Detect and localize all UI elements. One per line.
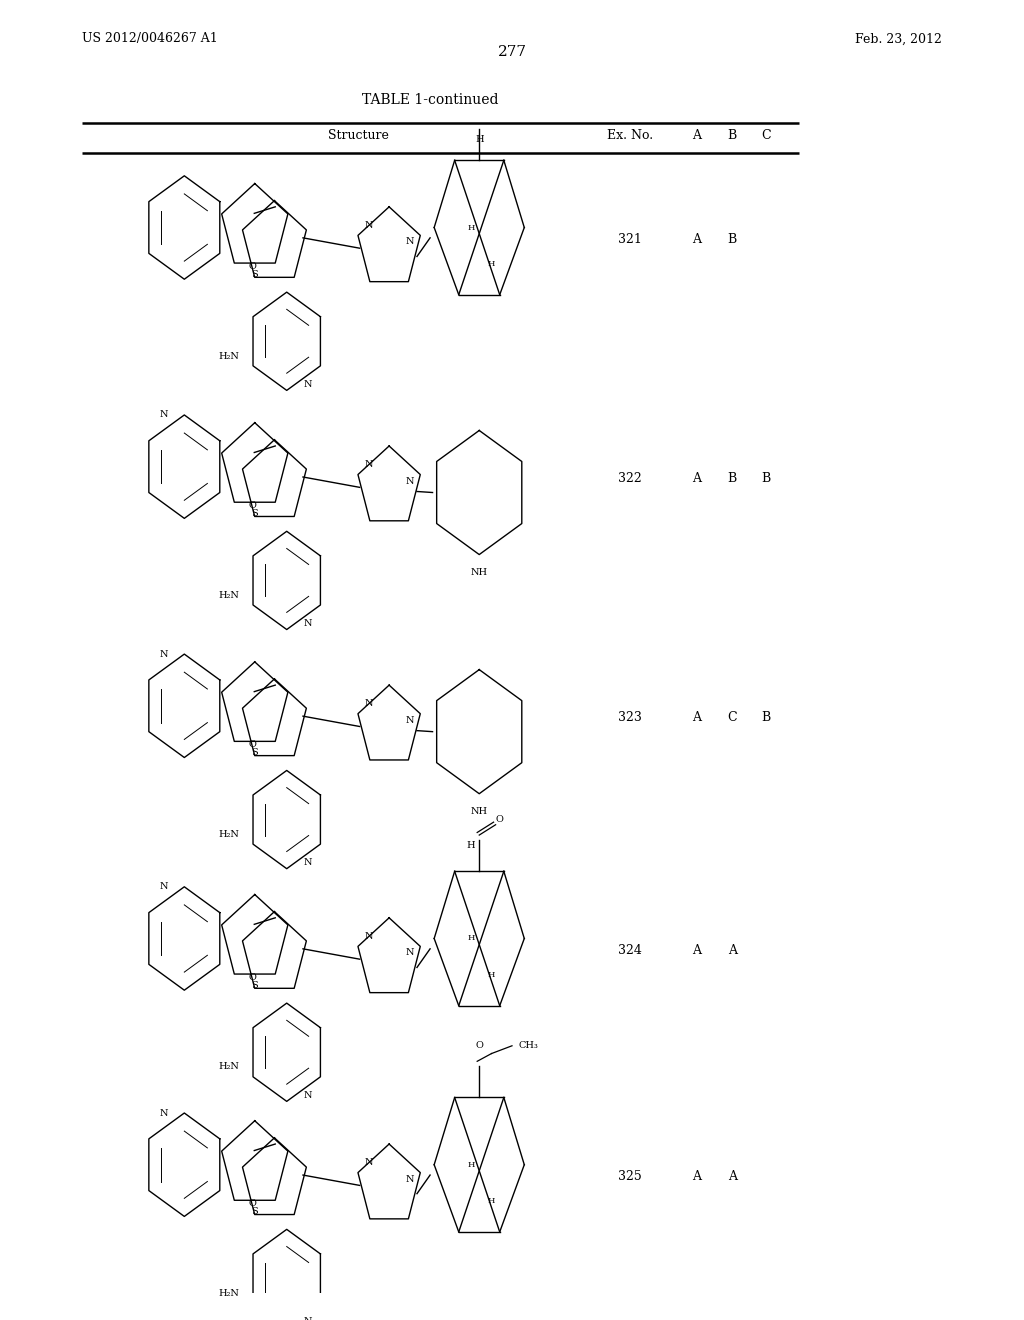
Text: N: N bbox=[406, 477, 414, 486]
Text: H₂N: H₂N bbox=[218, 590, 239, 599]
Text: N: N bbox=[365, 220, 373, 230]
Text: S: S bbox=[252, 1206, 258, 1216]
Text: 323: 323 bbox=[617, 711, 642, 723]
Text: 277: 277 bbox=[498, 45, 526, 59]
Text: 322: 322 bbox=[617, 471, 642, 484]
Text: H: H bbox=[487, 260, 496, 268]
Text: TABLE 1-continued: TABLE 1-continued bbox=[361, 94, 499, 107]
Text: S: S bbox=[252, 269, 258, 279]
Text: N: N bbox=[365, 932, 373, 941]
Text: H: H bbox=[475, 135, 483, 144]
Text: N: N bbox=[406, 949, 414, 957]
Text: A: A bbox=[692, 471, 700, 484]
Text: A: A bbox=[692, 944, 700, 957]
Text: H: H bbox=[487, 1197, 496, 1205]
Text: Structure: Structure bbox=[328, 129, 389, 143]
Text: N: N bbox=[406, 238, 414, 247]
Text: H: H bbox=[467, 1160, 475, 1168]
Text: 324: 324 bbox=[617, 944, 642, 957]
Text: C: C bbox=[761, 129, 771, 143]
Text: N: N bbox=[160, 649, 168, 659]
Text: O: O bbox=[496, 814, 504, 824]
Text: H₂N: H₂N bbox=[218, 830, 239, 838]
Text: N: N bbox=[160, 411, 168, 420]
Text: N: N bbox=[406, 715, 414, 725]
Text: N: N bbox=[304, 1317, 312, 1320]
Text: S: S bbox=[252, 748, 258, 756]
Text: H₂N: H₂N bbox=[218, 1063, 239, 1072]
Text: H: H bbox=[467, 841, 475, 850]
Text: 325: 325 bbox=[617, 1170, 642, 1183]
Text: N: N bbox=[365, 700, 373, 709]
Text: S: S bbox=[252, 981, 258, 990]
Text: A: A bbox=[692, 1170, 700, 1183]
Text: US 2012/0046267 A1: US 2012/0046267 A1 bbox=[82, 32, 218, 45]
Text: A: A bbox=[728, 944, 736, 957]
Text: N: N bbox=[304, 619, 312, 628]
Text: A: A bbox=[692, 711, 700, 723]
Text: B: B bbox=[761, 471, 771, 484]
Text: O: O bbox=[475, 1041, 483, 1051]
Text: CH₃: CH₃ bbox=[518, 1041, 539, 1051]
Text: A: A bbox=[692, 232, 700, 246]
Text: B: B bbox=[727, 129, 737, 143]
Text: S: S bbox=[252, 508, 258, 517]
Text: N: N bbox=[304, 380, 312, 389]
Text: N: N bbox=[406, 1175, 414, 1184]
Text: N: N bbox=[160, 1109, 168, 1118]
Text: Ex. No.: Ex. No. bbox=[606, 129, 653, 143]
Text: B: B bbox=[727, 471, 737, 484]
Text: H₂N: H₂N bbox=[218, 351, 239, 360]
Text: 321: 321 bbox=[617, 232, 642, 246]
Text: A: A bbox=[692, 129, 700, 143]
Text: O: O bbox=[249, 261, 257, 271]
Text: H: H bbox=[487, 970, 496, 978]
Text: N: N bbox=[365, 461, 373, 469]
Text: O: O bbox=[249, 502, 257, 510]
Text: NH: NH bbox=[471, 568, 487, 577]
Text: N: N bbox=[304, 1090, 312, 1100]
Text: Feb. 23, 2012: Feb. 23, 2012 bbox=[855, 32, 942, 45]
Text: B: B bbox=[727, 232, 737, 246]
Text: NH: NH bbox=[471, 808, 487, 816]
Text: H₂N: H₂N bbox=[218, 1288, 239, 1298]
Text: C: C bbox=[727, 711, 737, 723]
Text: O: O bbox=[249, 741, 257, 750]
Text: B: B bbox=[761, 711, 771, 723]
Text: N: N bbox=[160, 882, 168, 891]
Text: A: A bbox=[728, 1170, 736, 1183]
Text: H: H bbox=[467, 223, 475, 231]
Text: N: N bbox=[365, 1158, 373, 1167]
Text: O: O bbox=[249, 973, 257, 982]
Text: O: O bbox=[249, 1199, 257, 1208]
Text: H: H bbox=[467, 935, 475, 942]
Text: N: N bbox=[304, 858, 312, 867]
